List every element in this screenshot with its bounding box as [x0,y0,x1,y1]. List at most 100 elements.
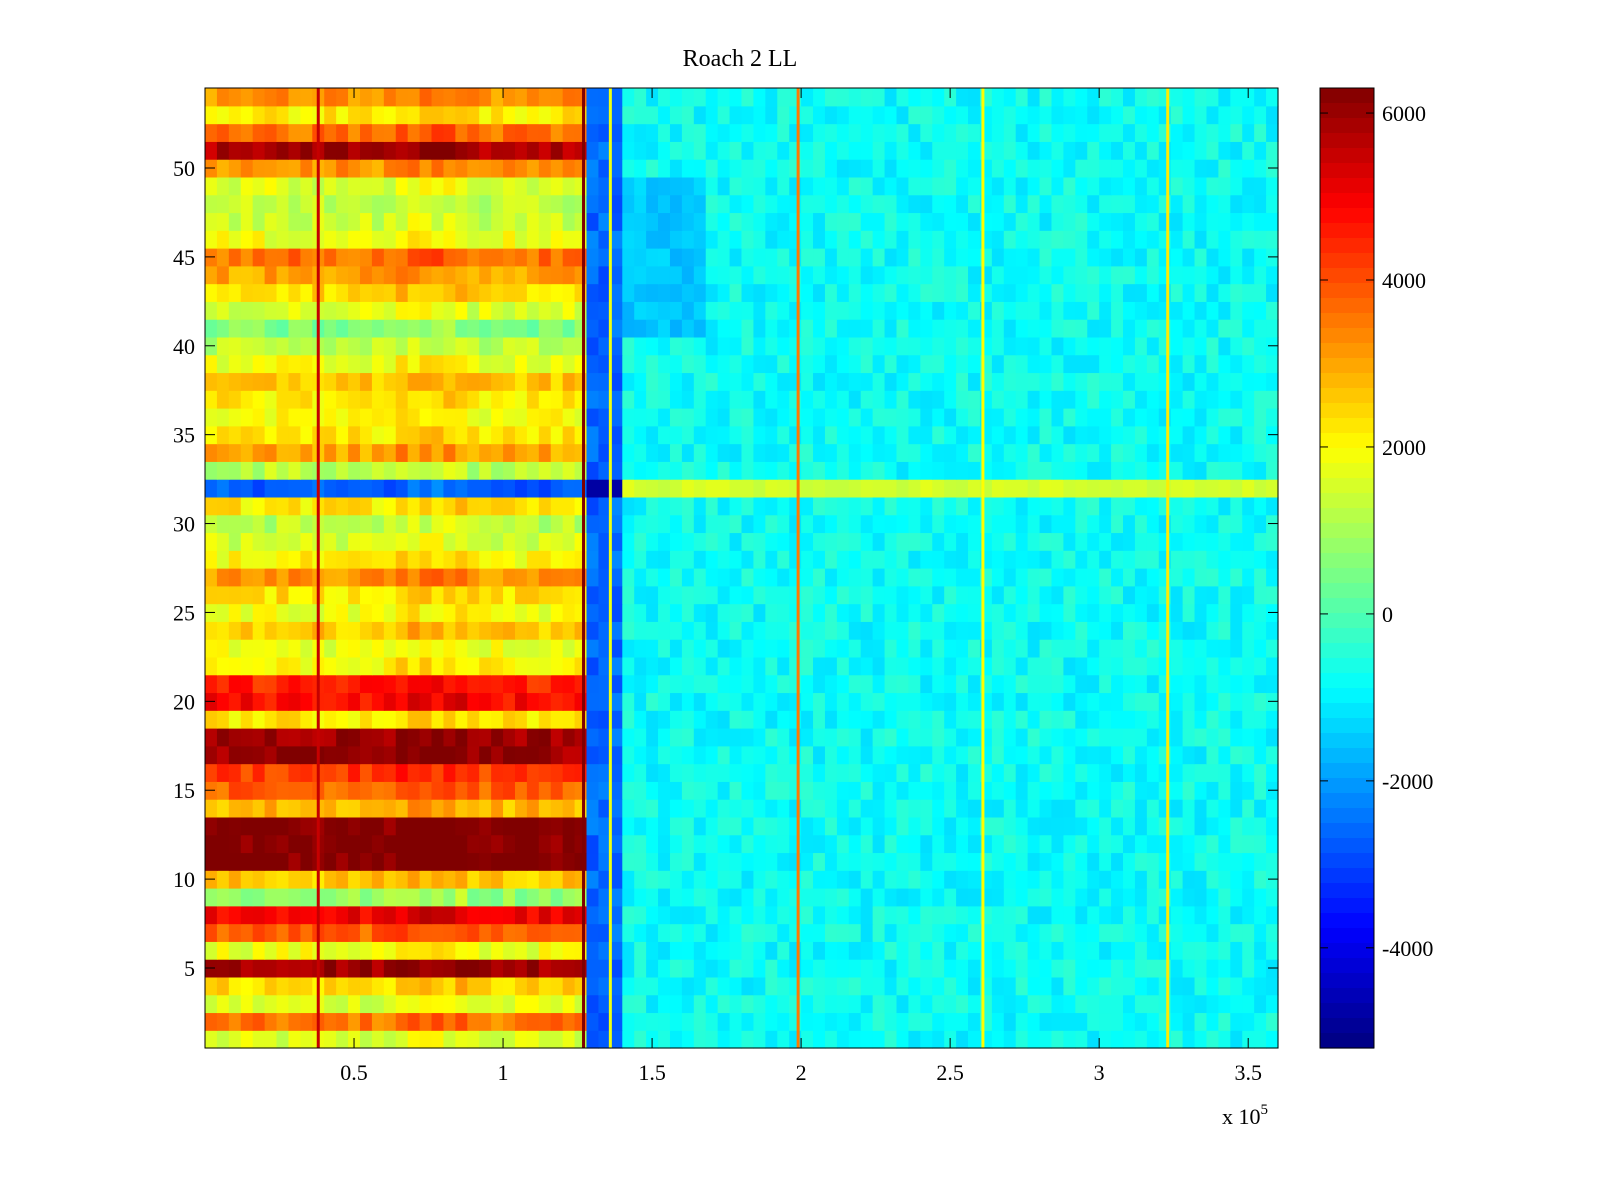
heatmap-cell [276,408,290,427]
heatmap-cell [813,479,826,498]
heatmap-cell [228,550,242,569]
heatmap-cell [896,976,910,996]
heatmap-cell [395,354,409,374]
heatmap-cell [753,1030,766,1049]
heatmap-cell [1111,585,1124,605]
heatmap-cell [741,105,755,125]
heatmap-cell [1182,585,1196,605]
heatmap-cell [288,532,301,551]
heatmap-cell [550,123,564,142]
heatmap-cell [932,1030,945,1049]
heatmap-cell [455,265,468,285]
heatmap-cell [896,959,910,978]
heatmap-cell [1230,212,1243,231]
heatmap-cell [1230,656,1243,676]
heatmap-cell [419,1030,433,1049]
heatmap-cell [205,816,218,836]
heatmap-cell [1218,692,1231,711]
heatmap-cell [395,141,409,160]
heatmap-cell [872,1012,886,1031]
heatmap-cell [1051,105,1064,125]
heatmap-cell [228,372,242,391]
heatmap-cell [646,692,659,711]
heatmap-cell [538,176,552,196]
heatmap-cell [276,888,290,907]
heatmap-cell [1075,319,1088,338]
y-tick-label: 40 [173,334,195,359]
heatmap-cell [872,479,886,498]
heatmap-cell [455,799,468,818]
heatmap-cell [1051,194,1064,214]
heatmap-cell [383,194,397,214]
heatmap-cell [658,781,671,800]
heatmap-cell [526,550,540,569]
heatmap-cell [574,194,588,214]
heatmap-cell [431,408,445,427]
heatmap-cell [491,976,504,996]
heatmap-cell [920,194,933,214]
heatmap-cell [1051,1030,1064,1049]
heatmap-cell [324,941,337,960]
heatmap-cell [348,390,361,409]
heatmap-cell [503,852,516,871]
heatmap-cell [491,301,504,320]
heatmap-cell [1242,532,1255,551]
heatmap-cell [300,585,313,605]
heatmap-cell [1123,443,1136,462]
heatmap-cell [991,212,1005,231]
heatmap-cell [264,603,278,622]
heatmap-cell [729,585,743,605]
heatmap-cell [1027,834,1041,854]
heatmap-cell [586,834,600,854]
heatmap-cell [991,692,1005,711]
heatmap-cell [336,870,349,889]
heatmap-cell [503,1012,516,1031]
heatmap-cell [848,852,862,871]
heatmap-cell [371,941,385,960]
heatmap-cell [741,621,755,640]
heatmap-cell [491,159,504,178]
heatmap-cell [968,905,981,925]
colorbar-step [1320,478,1374,494]
heatmap-cell [717,194,731,214]
heatmap-cell [860,514,874,534]
y-tick-label: 45 [173,245,195,270]
heatmap-cell [586,336,600,356]
heatmap-cell [443,194,456,214]
heatmap-cell [276,1030,290,1049]
heatmap-cell [419,568,433,587]
heatmap-cell [240,443,254,462]
heatmap-cell [658,621,671,640]
heatmap-cell [1111,816,1124,836]
heatmap-cell [1027,905,1041,925]
heatmap-cell [1134,923,1148,942]
heatmap-cell [467,585,480,605]
heatmap-cell [1182,923,1196,942]
heatmap-cell [920,550,933,569]
heatmap-cell [419,372,433,391]
heatmap-cell [550,443,564,462]
heatmap-cell [1218,301,1231,320]
heatmap-cell [1015,105,1029,125]
heatmap-cell [1099,212,1112,231]
heatmap-cell [1123,781,1136,800]
heatmap-cell [836,336,850,356]
heatmap-cell [824,621,838,640]
heatmap-cell [681,194,695,214]
heatmap-cell [705,621,719,640]
heatmap-cell [252,141,266,160]
heatmap-cell [610,745,623,765]
heatmap-cell [431,336,445,356]
heatmap-cell [1075,852,1088,871]
heatmap-cell [729,372,743,391]
heatmap-cell [348,710,361,729]
heatmap-cell [205,408,218,427]
heatmap-cell [956,461,969,480]
heatmap-cell [1039,870,1053,889]
heatmap-cell [836,923,850,942]
heatmap-cell [324,532,337,551]
heatmap-cell [383,656,397,676]
heatmap-cell [216,496,230,516]
heatmap-cell [348,870,361,889]
heatmap-cell [634,425,647,445]
